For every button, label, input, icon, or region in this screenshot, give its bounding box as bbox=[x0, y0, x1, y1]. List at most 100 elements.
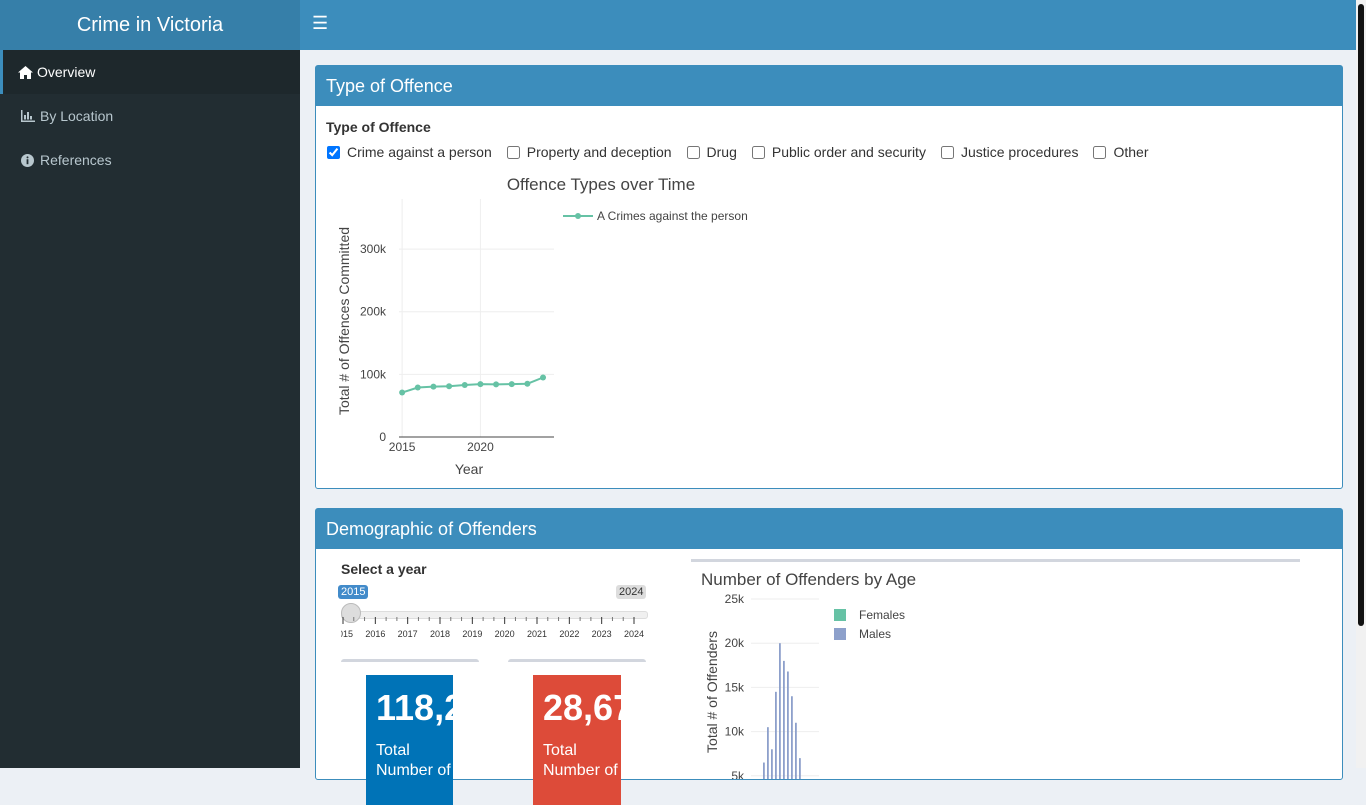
slider-ticks: 2015 2016 2017 2018 2019 2020 2021 2022 2023 2024 bbox=[341, 617, 644, 639]
data-point bbox=[477, 381, 484, 388]
age-bar-males bbox=[787, 671, 789, 779]
checkbox-label: Crime against a person bbox=[347, 144, 492, 160]
slider-tick-label: 2024 bbox=[624, 629, 644, 639]
sidebar: Crime in Victoria Overview By Location R… bbox=[0, 0, 300, 768]
top-navbar: ☰ bbox=[300, 0, 1356, 50]
slider-tick-label: 2018 bbox=[430, 629, 450, 639]
legend-label: A Crimes against the person bbox=[597, 209, 748, 223]
legend-label: Males bbox=[859, 627, 891, 641]
checkbox-crime-against-person[interactable]: Crime against a person bbox=[326, 144, 492, 160]
value-box-number: 118,2 bbox=[376, 687, 453, 728]
series-line bbox=[401, 376, 544, 394]
checkbox-label: Drug bbox=[706, 144, 737, 160]
value-box-container: 28,67 Total Number of bbox=[508, 659, 646, 805]
year-slider-handle[interactable] bbox=[341, 603, 361, 623]
data-point bbox=[493, 381, 500, 388]
checkbox-input[interactable] bbox=[751, 145, 765, 159]
x-axis-label: Year bbox=[455, 461, 484, 477]
checkbox-property-deception[interactable]: Property and deception bbox=[506, 144, 672, 160]
data-point bbox=[446, 383, 453, 390]
chart-legend: Females Males bbox=[834, 608, 905, 641]
checkbox-input[interactable] bbox=[940, 145, 954, 159]
age-bar-males bbox=[799, 758, 801, 779]
x-tick-label: 2020 bbox=[467, 440, 494, 454]
slider-current-value: 2015 bbox=[338, 585, 369, 599]
bar-chart-icon bbox=[21, 110, 38, 122]
y-axis-label: Total # of Offences Committed bbox=[336, 227, 352, 415]
y-tick-label: 5k bbox=[731, 769, 745, 779]
page-scrollbar[interactable] bbox=[1356, 0, 1366, 768]
app-title: Crime in Victoria bbox=[0, 0, 300, 50]
checkbox-input[interactable] bbox=[506, 145, 520, 159]
value-box-caption: Total Number of bbox=[376, 742, 451, 779]
checkbox-label: Justice procedures bbox=[960, 144, 1079, 160]
age-bar-males bbox=[791, 696, 793, 779]
data-point bbox=[461, 382, 468, 389]
slider-tick-label: 2021 bbox=[527, 629, 547, 639]
value-box-number: 28,67 bbox=[543, 687, 621, 728]
demographic-box: Demographic of Offenders Select a year 2… bbox=[315, 508, 1343, 805]
y-tick-label: 15k bbox=[725, 680, 745, 694]
slider-tick-label: 2022 bbox=[559, 629, 579, 639]
checkbox-justice-procedures[interactable]: Justice procedures bbox=[940, 144, 1079, 160]
y-tick-label: 25k bbox=[725, 592, 745, 606]
legend-marker bbox=[575, 213, 581, 219]
data-point bbox=[414, 384, 421, 391]
checkbox-label: Property and deception bbox=[526, 144, 672, 160]
slider-tick-label: 2023 bbox=[592, 629, 612, 639]
age-bar-males bbox=[783, 660, 785, 779]
checkbox-input[interactable] bbox=[327, 145, 340, 159]
sidebar-item-label: References bbox=[40, 152, 112, 168]
y-axis-label: Total # of Offenders bbox=[704, 631, 720, 753]
chart-title: Offence Types over Time bbox=[507, 175, 695, 194]
x-tick-label: 2015 bbox=[389, 440, 416, 454]
data-point bbox=[524, 380, 531, 387]
sidebar-item-label: Overview bbox=[37, 64, 96, 80]
scrollbar-thumb[interactable] bbox=[1358, 4, 1364, 626]
checkbox-input[interactable] bbox=[686, 145, 700, 159]
checkbox-label: Public order and security bbox=[771, 144, 926, 160]
age-bar-males bbox=[795, 722, 797, 779]
legend-swatch-males bbox=[834, 628, 846, 640]
sidebar-item-overview[interactable]: Overview bbox=[0, 50, 300, 94]
checkbox-input[interactable] bbox=[1093, 145, 1107, 159]
age-bar-males bbox=[771, 749, 773, 779]
hamburger-icon[interactable]: ☰ bbox=[312, 13, 329, 33]
y-tick-label: 20k bbox=[725, 636, 745, 650]
demographic-box-title: Demographic of Offenders bbox=[316, 509, 1342, 549]
slider-tick-label: 2019 bbox=[462, 629, 482, 639]
sidebar-item-by-location[interactable]: By Location bbox=[0, 94, 300, 138]
offence-type-checkboxes: Crime against a person Property and dece… bbox=[326, 144, 1162, 160]
legend-label: Females bbox=[859, 608, 905, 622]
checkbox-label: Other bbox=[1113, 144, 1149, 160]
legend-swatch-females bbox=[834, 609, 846, 621]
age-bar-males bbox=[779, 643, 781, 779]
age-bar-males bbox=[767, 727, 769, 779]
slider-tick-label: 2015 bbox=[341, 629, 353, 639]
checkbox-drug[interactable]: Drug bbox=[686, 144, 737, 160]
age-bar-chart: Number of Offenders by Age Total # of Of… bbox=[701, 570, 916, 779]
female-offenders-box: 28,67 Total Number of bbox=[533, 675, 621, 805]
slider-max-label: 2024 bbox=[616, 585, 647, 599]
info-circle-icon bbox=[21, 153, 38, 167]
y-tick-label: 200k bbox=[360, 305, 387, 319]
checkbox-public-order[interactable]: Public order and security bbox=[751, 144, 926, 160]
y-tick-label: 100k bbox=[360, 367, 387, 381]
data-point bbox=[540, 374, 547, 381]
age-bar-males bbox=[763, 762, 765, 779]
y-tick-label: 0 bbox=[379, 430, 386, 444]
slider-tick-label: 2020 bbox=[495, 629, 515, 639]
sidebar-item-label: By Location bbox=[40, 108, 114, 124]
value-box-caption: Total Number of bbox=[543, 742, 618, 779]
slider-tick-label: 2017 bbox=[398, 629, 418, 639]
data-point bbox=[399, 389, 406, 396]
y-tick-label: 300k bbox=[360, 242, 387, 256]
checkbox-other[interactable]: Other bbox=[1092, 144, 1148, 160]
year-slider-label: Select a year bbox=[341, 561, 427, 577]
sidebar-item-references[interactable]: References bbox=[0, 138, 300, 182]
chart-legend: A Crimes against the person bbox=[563, 209, 748, 223]
age-bar-males bbox=[775, 691, 777, 779]
data-point bbox=[430, 383, 437, 390]
data-point bbox=[508, 381, 515, 388]
home-icon bbox=[18, 65, 35, 79]
